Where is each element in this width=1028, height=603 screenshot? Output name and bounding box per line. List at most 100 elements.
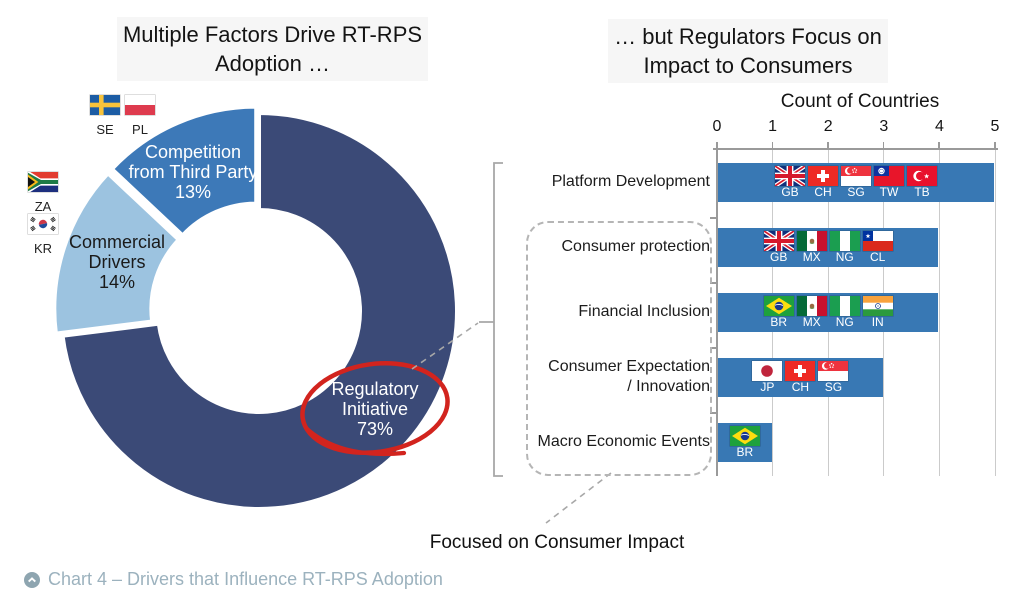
focus-note: Focused on Consumer Impact xyxy=(429,532,685,553)
flag-za-icon xyxy=(28,172,58,192)
bar-platform-development: GB CH SG TW TB xyxy=(718,163,994,202)
bar-flag-item-mx: MX xyxy=(796,231,827,264)
gridline-5 xyxy=(994,150,996,476)
left-chart-title-line2: Adoption … xyxy=(215,51,330,76)
flag-ng-icon xyxy=(829,231,860,251)
y-axis-line xyxy=(716,149,718,476)
category-label-platform-development: Platform Development xyxy=(551,172,710,190)
bar-flag-item-tw: TW xyxy=(874,166,904,199)
left-chart-title: Multiple Factors Drive RT-RPS Adoption … xyxy=(116,17,429,81)
donut-flag-pl: PL xyxy=(125,95,155,137)
bar-flag-item-mx: MX xyxy=(796,296,827,329)
caption: Chart 4 – Drivers that Influence RT-RPS … xyxy=(24,569,443,590)
flag-jp-icon xyxy=(752,361,783,381)
x-tick-4: 4 xyxy=(934,118,944,135)
donut-chart xyxy=(52,104,459,511)
bar-flag-code: TW xyxy=(879,185,899,199)
x-tick-5: 5 xyxy=(990,118,1000,135)
gridline-4 xyxy=(938,150,940,476)
donut-flag-se: SE xyxy=(90,95,120,137)
x-axis-tick-mark xyxy=(994,142,996,148)
category-label-consumer-protection: Consumer protection xyxy=(561,237,710,255)
bar-flag-item-ch: CH xyxy=(808,166,838,199)
bar-flag-code: MX xyxy=(802,315,821,329)
category-label-consumer-expectation-innovation: Consumer Expectation / Innovation xyxy=(548,357,710,395)
flag-mx-icon xyxy=(796,231,827,251)
right-chart-title-line2: Impact to Consumers xyxy=(643,53,853,78)
flag-tw-icon xyxy=(874,166,904,186)
bar-flag-code: TB xyxy=(914,185,930,199)
flag-mx-icon xyxy=(796,296,827,316)
bar-consumer-protection: GB MX NG CL xyxy=(718,228,939,267)
right-chart-title-line1: … but Regulators Focus on xyxy=(614,24,882,49)
dashed-connector-rect-to-note xyxy=(545,472,612,524)
donut-label-commercial-drivers: Commercial Drivers 14% xyxy=(68,232,166,292)
bar-consumer-expectation-innovation: JP CH SG xyxy=(718,358,883,397)
bar-flag-code: BR xyxy=(736,445,754,459)
bar-flag-code: IN xyxy=(871,315,884,329)
bar-flag-item-cl: CL xyxy=(862,231,893,264)
y-axis-tick-mark xyxy=(710,282,716,284)
donut-segment-competition-from-third-party xyxy=(109,104,259,239)
flag-br-icon xyxy=(763,296,794,316)
bar-flag-item-in: IN xyxy=(862,296,893,329)
bar-flag-item-ng: NG xyxy=(829,231,860,264)
bar-flag-item-br: BR xyxy=(763,296,794,329)
flag-label-pl: PL xyxy=(132,122,148,137)
bar-macro-economic-events: BR xyxy=(718,423,772,462)
bar-flag-code: JP xyxy=(760,380,775,394)
bar-flag-item-jp: JP xyxy=(752,361,783,394)
y-axis-tick-mark xyxy=(710,217,716,219)
x-axis-tick-mark xyxy=(716,142,718,148)
x-axis-line xyxy=(713,148,998,150)
bar-flag-item-sg: SG xyxy=(818,361,849,394)
flag-gb-icon xyxy=(763,231,794,251)
flag-sg-icon xyxy=(841,166,871,186)
x-tick-2: 2 xyxy=(823,118,833,135)
bar-flag-code: CH xyxy=(814,185,832,199)
bar-flag-code: SG xyxy=(824,380,843,394)
bar-financial-inclusion: BR MX NG IN xyxy=(718,293,939,332)
x-tick-1: 1 xyxy=(768,118,778,135)
x-axis-title: Count of Countries xyxy=(780,91,940,112)
bar-flag-code: GB xyxy=(781,185,799,199)
bar-flag-code: GB xyxy=(770,250,788,264)
flag-ch-icon xyxy=(808,166,838,186)
flag-in-icon xyxy=(862,296,893,316)
bar-flag-item-sg: SG xyxy=(841,166,871,199)
bar-flag-code: NG xyxy=(835,250,854,264)
donut-segment-commercial-drivers xyxy=(52,170,182,336)
consumer-impact-dashed-box xyxy=(526,221,712,476)
donut-flag-kr: KR xyxy=(28,214,58,256)
flag-label-kr: KR xyxy=(33,241,53,256)
flag-pl-icon xyxy=(125,95,155,115)
bar-flag-code: MX xyxy=(802,250,821,264)
bar-flag-code: BR xyxy=(770,315,788,329)
flag-label-za: ZA xyxy=(34,199,52,214)
bar-flag-code: CH xyxy=(791,380,810,394)
bar-flag-item-tb: TB xyxy=(907,166,937,199)
bar-flag-item-ch: CH xyxy=(785,361,816,394)
flag-ch-icon xyxy=(785,361,816,381)
chevron-up-circle-icon xyxy=(24,571,40,588)
flag-se-icon xyxy=(90,95,120,115)
x-axis-tick-mark xyxy=(827,142,829,148)
donut-label-competition-from-third-party: Competition from Third Party 13% xyxy=(128,142,258,202)
x-axis-tick-mark xyxy=(938,142,940,148)
donut-flag-za: ZA xyxy=(28,172,58,214)
x-tick-0: 0 xyxy=(712,118,722,135)
donut-label-regulatory-initiative: Regulatory Initiative 73% xyxy=(331,379,419,439)
flag-cl-icon xyxy=(862,231,893,251)
flag-br-icon xyxy=(729,426,760,446)
flag-kr-icon xyxy=(28,214,58,234)
flag-label-se: SE xyxy=(96,122,114,137)
bar-flag-code: NG xyxy=(835,315,854,329)
x-axis-tick-mark xyxy=(882,142,885,148)
y-axis-tick-mark xyxy=(710,412,716,414)
caption-text: Chart 4 – Drivers that Influence RT-RPS … xyxy=(48,569,443,589)
flag-gb-icon xyxy=(775,166,805,186)
bar-flag-code: CL xyxy=(870,250,886,264)
bar-flag-code: SG xyxy=(847,185,865,199)
left-chart-title-line1: Multiple Factors Drive RT-RPS xyxy=(122,22,423,47)
